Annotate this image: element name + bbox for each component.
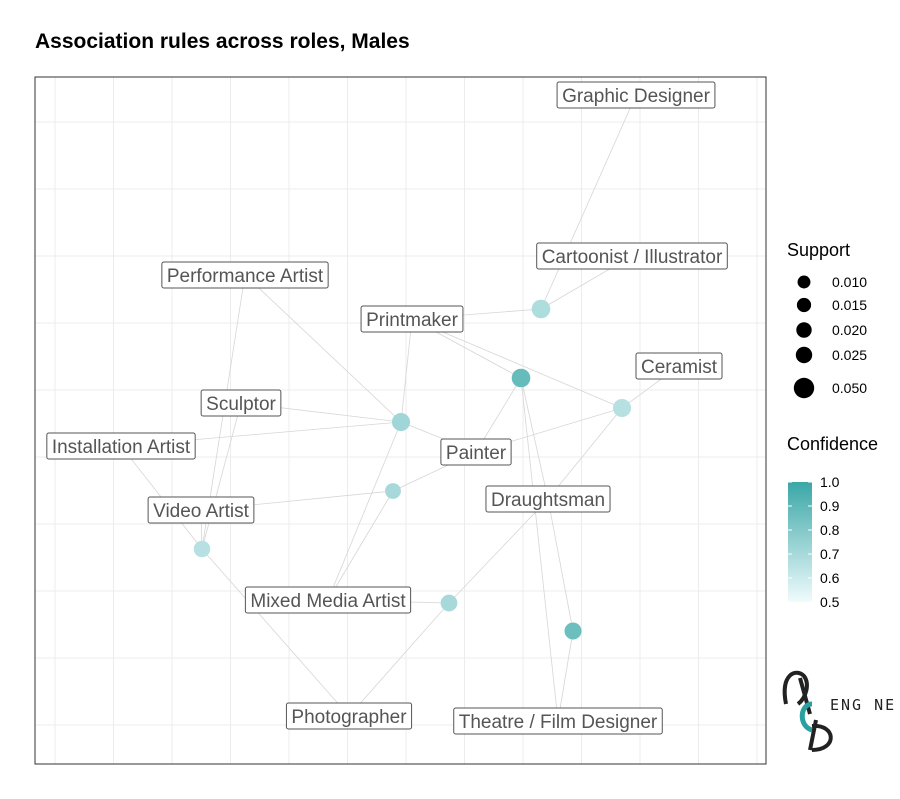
role-label-box <box>244 586 412 614</box>
confidence-legend-title: Confidence <box>787 434 879 454</box>
role-label: Video Artist <box>147 496 255 524</box>
rule-edge <box>327 421 402 601</box>
rule-edge <box>348 602 450 717</box>
confidence-legend-label: 0.8 <box>820 522 840 538</box>
role-label: Installation Artist <box>46 432 196 460</box>
support-legend-label: 0.015 <box>832 297 867 313</box>
rule-layer <box>193 299 632 640</box>
role-label-box <box>147 496 255 524</box>
role-label-box <box>635 352 723 380</box>
rule-edge <box>448 498 549 604</box>
rule-edge <box>547 498 574 632</box>
role-label: Theatre / Film Designer <box>453 707 663 735</box>
rule-edge <box>201 402 242 550</box>
role-label-box <box>440 438 512 466</box>
role-label: Photographer <box>285 702 413 730</box>
role-label-box <box>200 389 282 417</box>
rule-edge <box>327 490 394 601</box>
role-label-text: Mixed Media Artist <box>250 591 406 612</box>
role-label: Printmaker <box>360 305 464 333</box>
role-label-text: Installation Artist <box>52 437 191 458</box>
role-label: Performance Artist <box>161 261 329 289</box>
role-label: Cartoonist / Illustrator <box>536 242 728 270</box>
role-label-box <box>453 707 663 735</box>
support-legend-label: 0.025 <box>832 347 867 363</box>
logo-icon <box>782 670 833 752</box>
role-label: Mixed Media Artist <box>244 586 412 614</box>
support-legend-title: Support <box>787 240 851 260</box>
support-legend-label: 0.010 <box>832 274 867 290</box>
rule-node <box>564 622 582 640</box>
rule-node <box>385 483 401 499</box>
rule-edge <box>557 630 574 722</box>
role-label-text: Printmaker <box>366 310 459 331</box>
legend-layer: 0.010 0.015 0.020 0.025 0.050 1.0 0.9 0.8 0.7 0.6… <box>788 274 867 610</box>
confidence-legend-label: 0.7 <box>820 546 840 562</box>
confidence-legend-label: 0.6 <box>820 570 840 586</box>
role-label: Sculptor <box>200 389 282 417</box>
confidence-colorbar <box>788 482 812 602</box>
logo-text: ENG NE <box>830 696 897 714</box>
confidence-legend-label: 0.5 <box>820 594 840 610</box>
rule-edge <box>547 407 623 500</box>
role-label: Ceramist <box>635 352 723 380</box>
role-label: Draughtsman <box>485 485 611 513</box>
plot-border <box>34 76 767 765</box>
role-label-text: Graphic Designer <box>562 86 711 107</box>
role-label-text: Draughtsman <box>491 490 605 511</box>
role-label: Painter <box>440 438 512 466</box>
support-legend-dot <box>795 346 813 364</box>
confidence-legend-label: 0.9 <box>820 498 840 514</box>
support-legend-label: 0.020 <box>832 322 867 338</box>
support-legend-dot <box>796 297 812 313</box>
rule-node <box>531 299 551 319</box>
confidence-legend-label: 1.0 <box>820 474 840 490</box>
role-label: Graphic Designer <box>556 81 716 109</box>
rule-edge <box>244 274 402 423</box>
rule-node <box>511 368 531 388</box>
rule-node <box>193 540 211 558</box>
chart-title: Association rules across roles, Males <box>35 30 410 53</box>
role-label-text: Performance Artist <box>167 266 324 287</box>
role-label-box <box>161 261 329 289</box>
support-legend-label: 0.050 <box>832 380 867 396</box>
rule-edge <box>201 548 350 717</box>
support-legend-dot <box>793 377 815 399</box>
role-label-text: Theatre / Film Designer <box>459 712 658 733</box>
rule-node <box>612 398 632 418</box>
role-label-box <box>46 432 196 460</box>
role-label-text: Cartoonist / Illustrator <box>542 247 723 268</box>
role-label-text: Video Artist <box>153 501 249 522</box>
support-legend-dot <box>797 275 811 289</box>
rule-edge <box>400 318 413 423</box>
rule-edge <box>411 318 623 409</box>
label-layer: Graphic Designer Cartoonist / Illustrator… <box>46 81 728 735</box>
rule-edge <box>520 377 549 500</box>
role-label-text: Sculptor <box>206 394 276 415</box>
role-label-box <box>360 305 464 333</box>
role-label-box <box>485 485 611 513</box>
support-legend-dot <box>796 322 812 338</box>
role-label-text: Ceramist <box>641 357 718 378</box>
rule-edge <box>520 377 559 722</box>
role-label-text: Painter <box>446 443 507 464</box>
role-label-box <box>556 81 716 109</box>
role-label-text: Photographer <box>291 707 407 728</box>
role-label-box <box>285 702 413 730</box>
rule-edge <box>540 94 637 310</box>
role-label-box <box>536 242 728 270</box>
rule-node <box>440 594 458 612</box>
rule-node <box>391 412 411 432</box>
